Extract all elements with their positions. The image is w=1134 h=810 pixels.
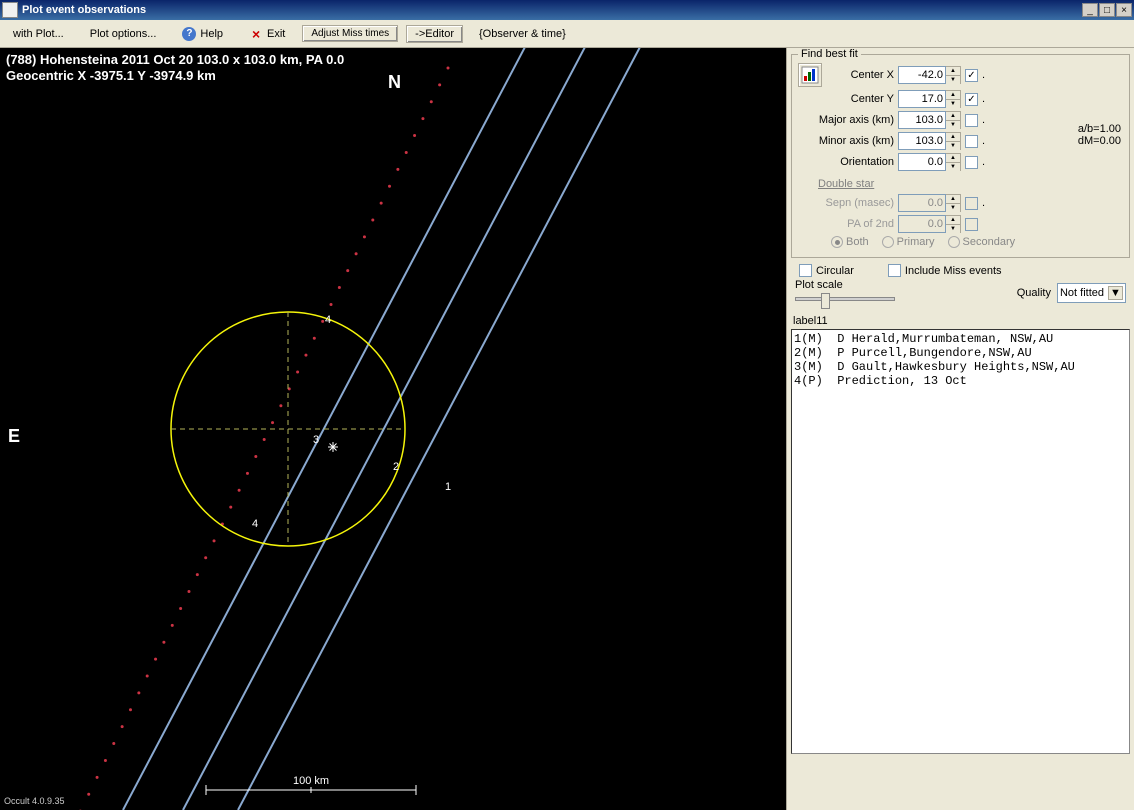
fit-chart-button[interactable] (798, 63, 822, 87)
label11: label11 (793, 315, 1130, 327)
slider-thumb[interactable] (821, 293, 830, 309)
dm-label: dM=0.00 (1078, 135, 1121, 147)
svg-text:3: 3 (313, 434, 319, 446)
fit-title: Find best fit (798, 48, 861, 60)
center-x-input[interactable] (898, 66, 946, 84)
sepn-label: Sepn (masec) (798, 197, 898, 209)
help-button[interactable]: ? Help (173, 23, 232, 45)
toolbar: with Plot... Plot options... ? Help × Ex… (0, 20, 1134, 48)
quality-select[interactable]: Not fitted ▼ (1057, 283, 1126, 303)
circular-label: Circular (816, 265, 854, 277)
chevron-down-icon: ▼ (1108, 286, 1123, 300)
window-title: Plot event observations (22, 4, 1081, 16)
minor-axis-checkbox[interactable] (965, 135, 978, 148)
east-label: E (8, 426, 20, 447)
primary-label: Primary (897, 236, 935, 248)
observer-time-menu[interactable]: {Observer & time} (471, 25, 574, 43)
ab-ratio-label: a/b=1.00 (1078, 123, 1121, 135)
close-button[interactable]: × (1116, 3, 1132, 17)
major-axis-checkbox[interactable] (965, 114, 978, 127)
plot-canvas[interactable]: 1 2 3 4 4 100 km (788) Hohensteina 2011 Oct 2… (0, 48, 786, 810)
orientation-input[interactable] (898, 153, 946, 171)
plot-scale-slider[interactable] (795, 297, 895, 301)
minor-axis-spinner[interactable]: ▲▼ (946, 132, 961, 150)
include-miss-checkbox[interactable] (888, 264, 901, 277)
plot-scale-label: Plot scale (795, 279, 895, 291)
right-panel: Find best fit Center X ▲▼ ✓ . Center Y ▲… (786, 48, 1134, 810)
north-label: N (388, 72, 401, 93)
major-axis-spinner[interactable]: ▲▼ (946, 111, 961, 129)
circular-checkbox[interactable] (799, 264, 812, 277)
plot-title-1: (788) Hohensteina 2011 Oct 20 103.0 x 10… (6, 52, 344, 67)
quality-value: Not fitted (1060, 287, 1104, 299)
double-star-link[interactable]: Double star (818, 178, 874, 190)
observer-list[interactable]: 1(M) D Herald,Murrumbateman, NSW,AU 2(M)… (791, 329, 1130, 754)
svg-text:100 km: 100 km (293, 775, 329, 787)
minimize-button[interactable]: _ (1082, 3, 1098, 17)
plot-title-2: Geocentric X -3975.1 Y -3974.9 km (6, 68, 216, 83)
svg-text:4: 4 (252, 518, 258, 530)
svg-text:4: 4 (325, 314, 331, 326)
exit-button[interactable]: × Exit (240, 23, 294, 45)
help-icon: ? (182, 27, 196, 41)
fit-groupbox: Find best fit Center X ▲▼ ✓ . Center Y ▲… (791, 54, 1130, 258)
pa2nd-label: PA of 2nd (798, 218, 898, 230)
center-x-spinner[interactable]: ▲▼ (946, 66, 961, 84)
orientation-label: Orientation (798, 156, 898, 168)
app-icon (2, 2, 18, 18)
center-x-checkbox[interactable]: ✓ (965, 69, 978, 82)
exit-icon: × (249, 27, 263, 41)
sepn-checkbox (965, 197, 978, 210)
center-y-spinner[interactable]: ▲▼ (946, 90, 961, 108)
sepn-input (898, 194, 946, 212)
both-radio (831, 236, 843, 248)
major-axis-label: Major axis (km) (798, 114, 898, 126)
svg-text:2: 2 (393, 461, 399, 473)
include-miss-label: Include Miss events (905, 265, 1002, 277)
help-label: Help (200, 28, 223, 40)
secondary-radio (948, 236, 960, 248)
editor-button[interactable]: ->Editor (406, 25, 463, 43)
quality-label: Quality (1017, 287, 1051, 299)
center-x-label: Center X (828, 69, 898, 81)
orientation-spinner[interactable]: ▲▼ (946, 153, 961, 171)
minor-axis-label: Minor axis (km) (798, 135, 898, 147)
center-y-checkbox[interactable]: ✓ (965, 93, 978, 106)
pa2nd-input (898, 215, 946, 233)
titlebar: Plot event observations _ □ × (0, 0, 1134, 20)
orientation-checkbox[interactable] (965, 156, 978, 169)
major-axis-input[interactable] (898, 111, 946, 129)
maximize-button[interactable]: □ (1099, 3, 1115, 17)
pa2nd-spinner: ▲▼ (946, 215, 961, 233)
version-label: Occult 4.0.9.35 (4, 796, 65, 806)
ab-info: a/b=1.00 dM=0.00 (1078, 123, 1121, 147)
with-plot-menu[interactable]: with Plot... (4, 24, 73, 44)
pa2nd-checkbox (965, 218, 978, 231)
plot-options-menu[interactable]: Plot options... (81, 24, 166, 44)
plot-svg: 1 2 3 4 4 100 km (0, 48, 786, 810)
sepn-spinner: ▲▼ (946, 194, 961, 212)
center-y-input[interactable] (898, 90, 946, 108)
secondary-label: Secondary (963, 236, 1016, 248)
chart-icon (801, 66, 819, 84)
adjust-miss-button[interactable]: Adjust Miss times (302, 25, 398, 42)
exit-label: Exit (267, 28, 285, 40)
primary-radio (882, 236, 894, 248)
minor-axis-input[interactable] (898, 132, 946, 150)
center-y-label: Center Y (828, 93, 898, 105)
both-label: Both (846, 236, 869, 248)
svg-text:1: 1 (445, 481, 451, 493)
